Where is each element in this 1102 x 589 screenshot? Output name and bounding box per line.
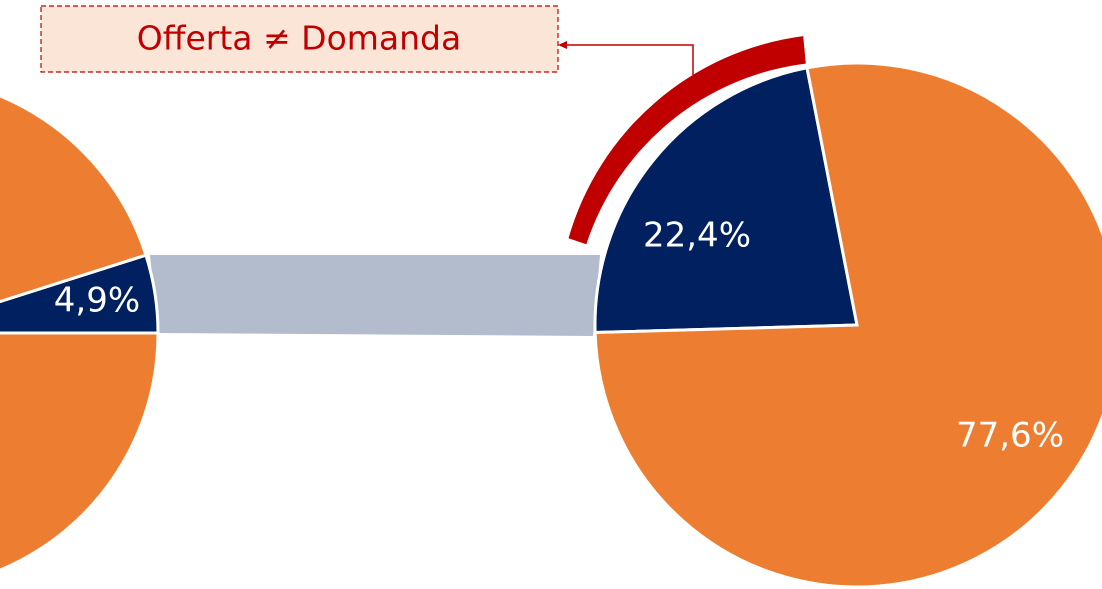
arrow-line <box>560 44 694 75</box>
pie-slice <box>593 66 859 335</box>
data-label: 4,9% <box>54 281 140 321</box>
arrow-head <box>558 41 567 49</box>
pies: 4,9% 22,4% 77,6% <box>0 61 1102 589</box>
data-label: 77,6% <box>956 416 1064 456</box>
pie-slice <box>593 61 1102 589</box>
data-label: 22,4% <box>643 216 751 256</box>
pie-slice <box>0 94 160 572</box>
connector-band <box>150 255 600 336</box>
annotation: Offerta ≠ Domanda <box>137 19 461 58</box>
highlight-arc <box>568 36 806 245</box>
annotation-box <box>40 5 559 73</box>
